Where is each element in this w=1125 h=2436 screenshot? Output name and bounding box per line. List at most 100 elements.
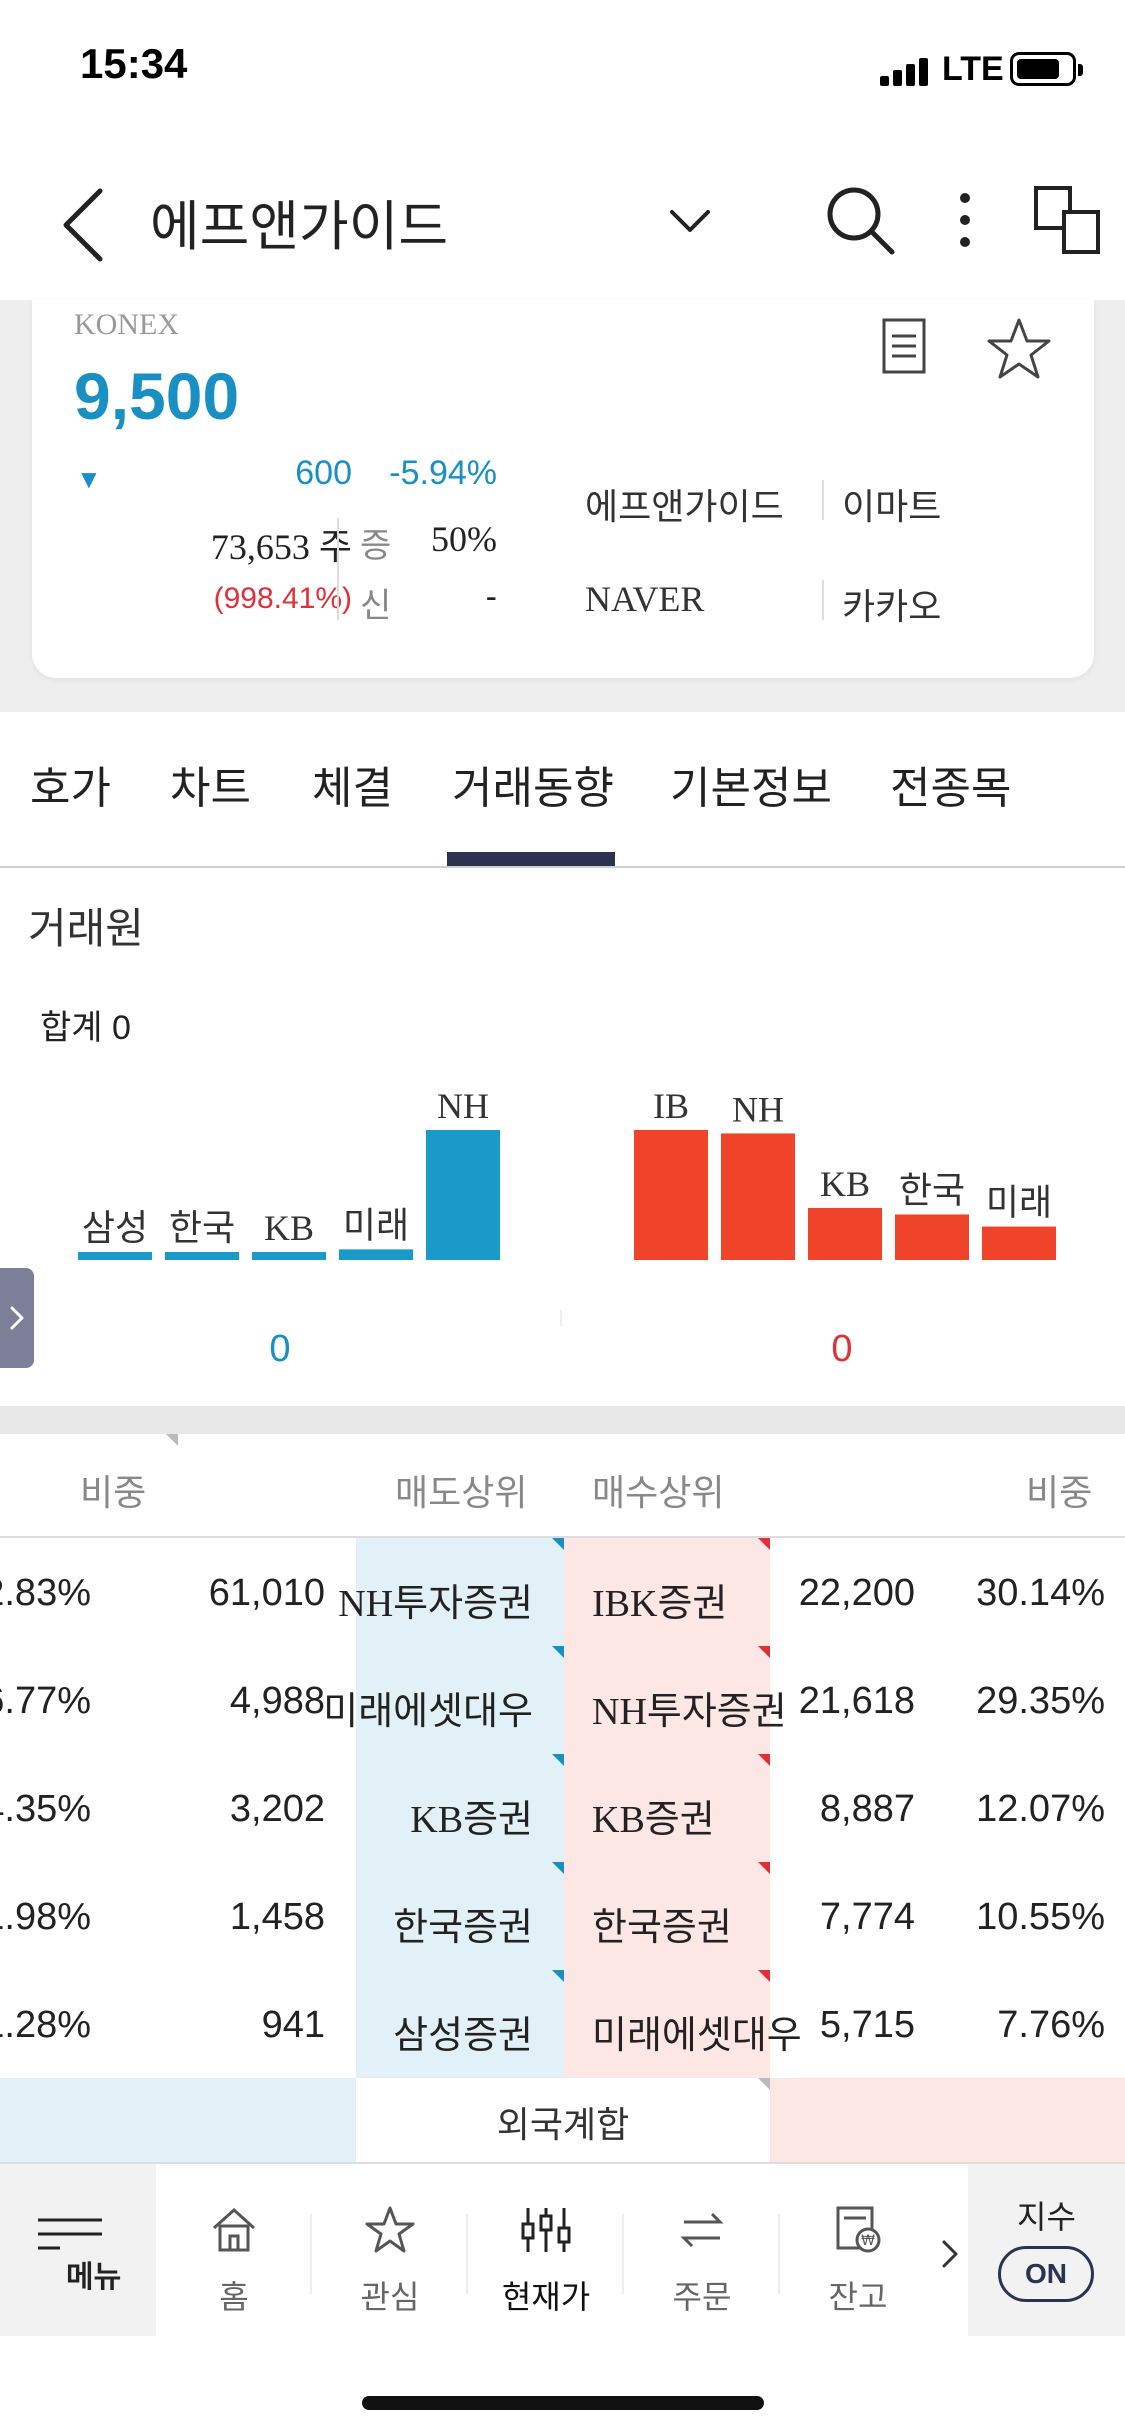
buy-qty-cell: 8,887 xyxy=(819,1788,915,1830)
sell-bar-label: 한국 xyxy=(169,1208,235,1248)
buy-weight-cell: 7.76% xyxy=(997,2004,1105,2046)
table-row[interactable]: 1.28% 941 삼성증권 미래에셋대우 5,715 7.76% xyxy=(0,1970,1125,2078)
buy-corner-marker xyxy=(758,1754,770,1766)
menu-button[interactable]: 메뉴 xyxy=(0,2164,156,2336)
divider xyxy=(466,2214,468,2294)
sell-sum: 0 xyxy=(269,1328,291,1370)
related-stock-link[interactable]: 이마트 xyxy=(842,486,942,527)
sell-bar-KB xyxy=(252,1252,326,1260)
sell-broker-cell: NH투자증권 xyxy=(338,1583,533,1625)
battery-icon xyxy=(1010,52,1083,86)
nav-more-button[interactable] xyxy=(930,2224,970,2284)
sell-bar-label: 삼성 xyxy=(82,1208,148,1248)
buy-bar-label: IB xyxy=(653,1086,689,1126)
sell-broker-cell: 삼성증권 xyxy=(393,2015,533,2057)
total-label-text: 합계 xyxy=(40,1009,103,1047)
sell-weight-cell: 4.35% xyxy=(0,1788,91,1830)
buy-bar-미래 xyxy=(982,1226,1056,1260)
memo-button[interactable] xyxy=(874,314,934,378)
header-buy-top: 매수상위 xyxy=(592,1472,725,1513)
margin-label: 증 xyxy=(360,527,392,565)
buy-bar-KB xyxy=(808,1207,882,1260)
sell-broker-column-bg xyxy=(356,1538,564,2078)
sell-qty-cell: 4,988 xyxy=(229,1680,325,1722)
swap-icon xyxy=(680,2212,724,2248)
sell-bar-한국 xyxy=(165,1252,239,1260)
buy-broker-cell: IBK증권 xyxy=(592,1583,728,1625)
stock-dropdown-button[interactable] xyxy=(660,190,720,250)
table-row[interactable]: 82.83% 61,010 NH투자증권 IBK증권 22,200 30.14% xyxy=(0,1538,1125,1646)
sell-qty-cell: 1,458 xyxy=(229,1896,325,1938)
index-label: 지수 xyxy=(1017,2199,1076,2235)
status-bar: 15:34 LTE xyxy=(0,0,1125,140)
index-toggle-button[interactable]: ON xyxy=(998,2246,1094,2302)
table-row[interactable]: 1.98% 1,458 한국증권 한국증권 7,774 10.55% xyxy=(0,1862,1125,1970)
nav-label: 홈 xyxy=(219,2279,249,2315)
signal-icon xyxy=(880,56,928,86)
tab-trades[interactable]: 체결 xyxy=(312,764,393,813)
corner-marker xyxy=(758,2078,770,2090)
sell-broker-cell: KB증권 xyxy=(410,1799,533,1841)
bottom-nav: 메뉴 홈 관심 현재가 주문 ₩ 잔고 지수 ON xyxy=(0,2162,1125,2336)
buy-bar-NH xyxy=(721,1133,795,1260)
buy-broker-cell: NH투자증권 xyxy=(592,1691,787,1733)
section-title: 거래원 xyxy=(28,905,144,952)
network-label: LTE xyxy=(942,50,1004,88)
buy-weight-cell: 29.35% xyxy=(976,1680,1105,1722)
sell-corner-marker xyxy=(552,1538,564,1550)
home-indicator xyxy=(362,2396,764,2410)
sell-qty-cell: 3,202 xyxy=(229,1788,325,1830)
sell-bar-미래 xyxy=(339,1249,413,1260)
nav-home[interactable]: 홈 xyxy=(156,2164,312,2336)
sell-bar-삼성 xyxy=(78,1252,152,1260)
search-button[interactable] xyxy=(820,180,900,260)
buy-qty-cell: 22,200 xyxy=(798,1572,915,1614)
side-panel-handle[interactable] xyxy=(0,1268,34,1368)
search-icon xyxy=(827,187,895,255)
buy-sum: 0 xyxy=(831,1328,853,1370)
buy-weight-cell: 30.14% xyxy=(976,1572,1105,1614)
nav-watchlist[interactable]: 관심 xyxy=(312,2164,468,2336)
margin-value: 50% xyxy=(431,519,497,559)
more-options-button[interactable] xyxy=(945,180,985,260)
tab-orderbook[interactable]: 호가 xyxy=(30,764,111,813)
related-stock-link[interactable]: 카카오 xyxy=(842,586,942,627)
tab-all-stocks[interactable]: 전종목 xyxy=(890,764,1012,813)
tab-trading-trend[interactable]: 거래동향 xyxy=(452,764,614,813)
corner-marker xyxy=(166,1434,178,1446)
buy-bar-label: KB xyxy=(820,1164,870,1204)
multi-window-button[interactable] xyxy=(1030,180,1110,260)
more-vertical-icon xyxy=(960,193,970,247)
related-stock-link[interactable]: NAVER xyxy=(585,579,705,619)
divider xyxy=(622,2214,624,2294)
nav-label: 현재가 xyxy=(501,2279,591,2315)
table-row[interactable]: 4.35% 3,202 KB증권 KB증권 8,887 12.07% xyxy=(0,1754,1125,1862)
trade-volume: 73,653 주 xyxy=(210,527,352,567)
tab-basic-info[interactable]: 기본정보 xyxy=(670,764,832,813)
divider xyxy=(337,518,339,620)
buy-broker-cell: 한국증권 xyxy=(592,1907,732,1949)
buy-bar-label: NH xyxy=(732,1089,784,1129)
sell-qty-cell: 61,010 xyxy=(208,1572,325,1614)
buy-bar-label: 한국 xyxy=(899,1170,965,1210)
nav-current-price[interactable]: 현재가 xyxy=(468,2164,624,2336)
favorite-button[interactable] xyxy=(984,314,1054,384)
buy-weight-cell: 10.55% xyxy=(976,1896,1105,1938)
page-title[interactable]: 에프앤가이드 xyxy=(150,197,449,257)
hamburger-icon xyxy=(38,2218,102,2250)
nav-label: 주문 xyxy=(672,2279,732,2315)
balance-icon: ₩ xyxy=(836,2206,881,2253)
back-button[interactable] xyxy=(50,175,130,275)
tab-bar: 호가 차트 체결 거래동향 기본정보 전종목 xyxy=(0,712,1125,868)
sell-broker-cell: 한국증권 xyxy=(393,1907,533,1949)
related-stock-link[interactable]: 에프앤가이드 xyxy=(585,486,784,527)
nav-order[interactable]: 주문 xyxy=(624,2164,780,2336)
sell-weight-cell: 6.77% xyxy=(0,1680,91,1722)
tab-chart[interactable]: 차트 xyxy=(170,764,251,813)
divider xyxy=(822,480,824,520)
sell-corner-marker xyxy=(552,1970,564,1982)
buy-bar-IB xyxy=(634,1130,708,1260)
nav-balance[interactable]: ₩ 잔고 xyxy=(780,2164,936,2336)
